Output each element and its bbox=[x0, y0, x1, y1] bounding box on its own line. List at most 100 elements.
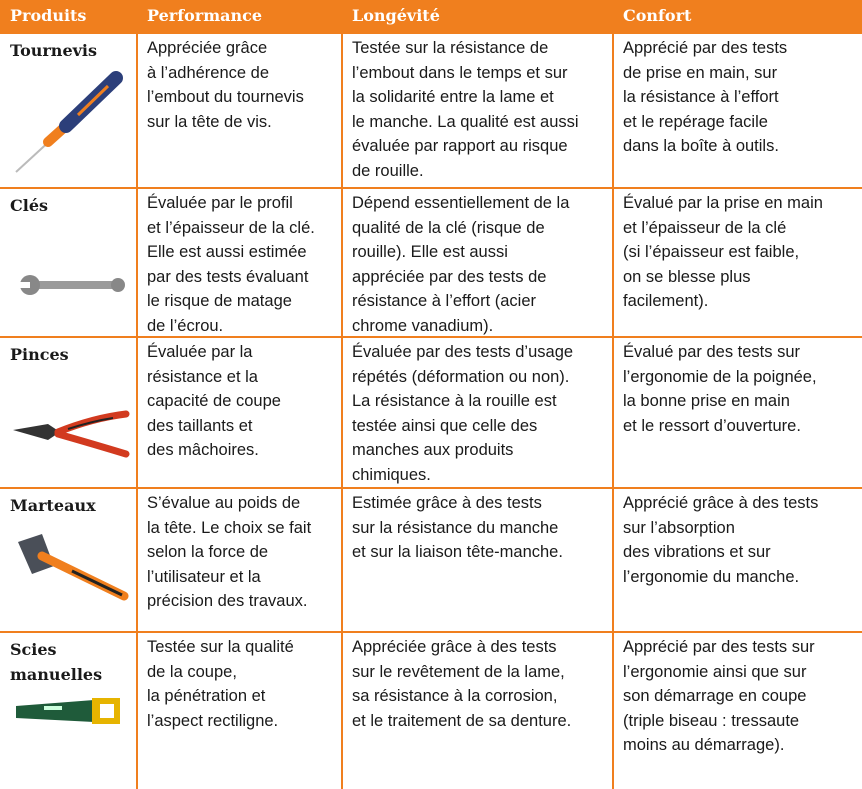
table-cell: Dépend essentiellement de la qualité de l… bbox=[342, 188, 613, 337]
text-line: (si l’épaisseur est faible, bbox=[623, 243, 800, 261]
text-line: sur le revêtement de la lame, bbox=[352, 662, 565, 681]
text-line: Estimée grâce à des tests bbox=[352, 494, 542, 512]
column-border bbox=[341, 0, 343, 789]
text-line: Appréciée grâce bbox=[147, 39, 268, 57]
text-line: et l’épaisseur de la clé bbox=[623, 218, 787, 237]
text-line: la tête. Le choix se fait bbox=[147, 518, 312, 537]
text-line: l’embout du tournevis bbox=[147, 88, 304, 106]
text-line: Testée sur la qualité bbox=[147, 638, 294, 656]
header-cell: Confort bbox=[613, 0, 862, 33]
text-line: résistance et la bbox=[147, 367, 258, 386]
header-cell: Longévité bbox=[342, 0, 613, 33]
text-line: la résistance à l’effort bbox=[623, 88, 779, 106]
text-line: son démarrage en coupe bbox=[623, 687, 807, 705]
text-line: Elle est aussi estimée bbox=[147, 243, 307, 261]
text-line: Évaluée par des tests d’usage bbox=[352, 343, 574, 361]
column-border bbox=[136, 0, 138, 789]
table-cell: Évalué par des tests sur l’ergonomie de l… bbox=[613, 337, 862, 488]
pliers-icon bbox=[13, 410, 130, 458]
text-line: Testée sur la résistance de bbox=[352, 39, 549, 57]
table-cell: Évaluée par la résistance et la capacité d… bbox=[137, 337, 342, 488]
text-line: de la coupe, bbox=[147, 662, 237, 681]
text-line: appréciée par des tests de bbox=[352, 267, 547, 286]
text-line: la bonne prise en main bbox=[623, 392, 790, 410]
text-line: capacité de coupe bbox=[147, 392, 281, 410]
text-line: testée ainsi que celle des bbox=[352, 416, 538, 435]
text-line: Apprécié par des tests bbox=[623, 39, 788, 57]
table-cell: Évaluée par des tests d’usage répétés (dé… bbox=[342, 337, 613, 488]
text-line: chimiques. bbox=[352, 465, 431, 484]
row-border bbox=[0, 487, 862, 489]
table-cell: Évaluée par le profil et l’épaisseur de l… bbox=[137, 188, 342, 337]
text-line: l’ergonomie de la poignée, bbox=[623, 367, 817, 386]
text-line: on se blesse plus bbox=[623, 267, 751, 286]
text-line: évaluée par rapport au risque bbox=[352, 137, 568, 155]
text-line: sur la tête de vis. bbox=[147, 112, 272, 131]
table-cell: Testée sur la résistance de l’embout dans… bbox=[342, 33, 613, 188]
text-line: l’embout dans le temps et sur bbox=[352, 63, 568, 82]
text-line: et le ressort d’ouverture. bbox=[623, 416, 801, 435]
text-line: l’ergonomie du manche. bbox=[623, 567, 800, 586]
text-line: la pénétration et bbox=[147, 687, 266, 705]
text-line: des vibrations et sur bbox=[623, 543, 771, 561]
row-border bbox=[0, 187, 862, 189]
saw-icon bbox=[16, 698, 120, 724]
text-line: et sur la liaison tête-manche. bbox=[352, 543, 563, 561]
text-line: manuelles bbox=[10, 665, 103, 684]
header-cell: Performance bbox=[137, 0, 342, 33]
text-line: Apprécié grâce à des tests bbox=[623, 494, 819, 512]
table-cell: S’évalue au poids de la tête. Le choix se… bbox=[137, 488, 342, 632]
text-line: S’évalue au poids de bbox=[147, 494, 301, 512]
text-line: Scies bbox=[10, 640, 57, 659]
hammer-icon bbox=[18, 534, 129, 601]
text-line: l’aspect rectiligne. bbox=[147, 711, 279, 730]
text-line: répétés (déformation ou non). bbox=[352, 367, 570, 386]
text-line: des mâchoires. bbox=[147, 441, 259, 459]
row-border bbox=[0, 631, 862, 633]
wrench-icon bbox=[18, 275, 125, 295]
text-line: chrome vanadium). bbox=[352, 316, 494, 335]
text-line: par des tests évaluant bbox=[147, 267, 309, 286]
text-line: manches aux produits bbox=[352, 441, 514, 459]
text-line: de prise en main, sur bbox=[623, 63, 778, 82]
row-border bbox=[0, 336, 862, 338]
row-border bbox=[0, 32, 862, 34]
text-line: et le traitement de sa denture. bbox=[352, 711, 572, 730]
text-line: des taillants et bbox=[147, 416, 253, 435]
text-line: moins au démarrage). bbox=[623, 736, 785, 754]
text-line: dans la boîte à outils. bbox=[623, 137, 779, 155]
text-line: l’ergonomie ainsi que sur bbox=[623, 662, 807, 681]
text-line: le risque de matage bbox=[147, 292, 292, 310]
table-cell: Testée sur la qualité de la coupe, la péné… bbox=[137, 632, 342, 789]
table-cell: Apprécié grâce à des tests sur l’absorpti… bbox=[613, 488, 862, 632]
text-line: selon la force de bbox=[147, 543, 269, 561]
text-line: Évaluée par la bbox=[147, 343, 253, 361]
text-line: de rouille. bbox=[352, 161, 424, 180]
table-cell: Apprécié par des tests de prise en main, … bbox=[613, 33, 862, 188]
text-line: à l’adhérence de bbox=[147, 63, 270, 82]
text-line: Apprécié par des tests sur bbox=[623, 638, 815, 656]
text-line: (triple biseau : tressaute bbox=[623, 711, 800, 730]
table-cell: Appréciée grâce à des tests sur le revête… bbox=[342, 632, 613, 789]
text-line: sa résistance à la corrosion, bbox=[352, 687, 558, 705]
text-line: Pinces bbox=[10, 345, 69, 364]
text-line: qualité de la clé (risque de bbox=[352, 218, 545, 237]
text-line: la solidarité entre la lame et bbox=[352, 88, 554, 106]
product-cell: Clés bbox=[0, 188, 137, 337]
text-line: de l’écrou. bbox=[147, 316, 224, 335]
product-cell: Pinces bbox=[0, 337, 137, 488]
table-cell: Appréciée grâce à l’adhérence de l’embout … bbox=[137, 33, 342, 188]
text-line: Tournevis bbox=[10, 41, 97, 60]
table-cell: Estimée grâce à des tests sur la résistan… bbox=[342, 488, 613, 632]
text-line: l’utilisateur et la bbox=[147, 567, 261, 586]
text-line: Marteaux bbox=[10, 496, 96, 515]
text-line: Évalué par la prise en main bbox=[623, 194, 823, 212]
text-line: sur la résistance du manche bbox=[352, 518, 559, 537]
text-line: sur l’absorption bbox=[623, 518, 735, 537]
product-cell: Scies manuelles bbox=[0, 632, 137, 789]
text-line: facilement). bbox=[623, 292, 709, 310]
table-cell: Évalué par la prise en main et l’épaisseu… bbox=[613, 188, 862, 337]
text-line: Dépend essentiellement de la bbox=[352, 194, 570, 212]
text-line: résistance à l’effort (acier bbox=[352, 292, 537, 310]
